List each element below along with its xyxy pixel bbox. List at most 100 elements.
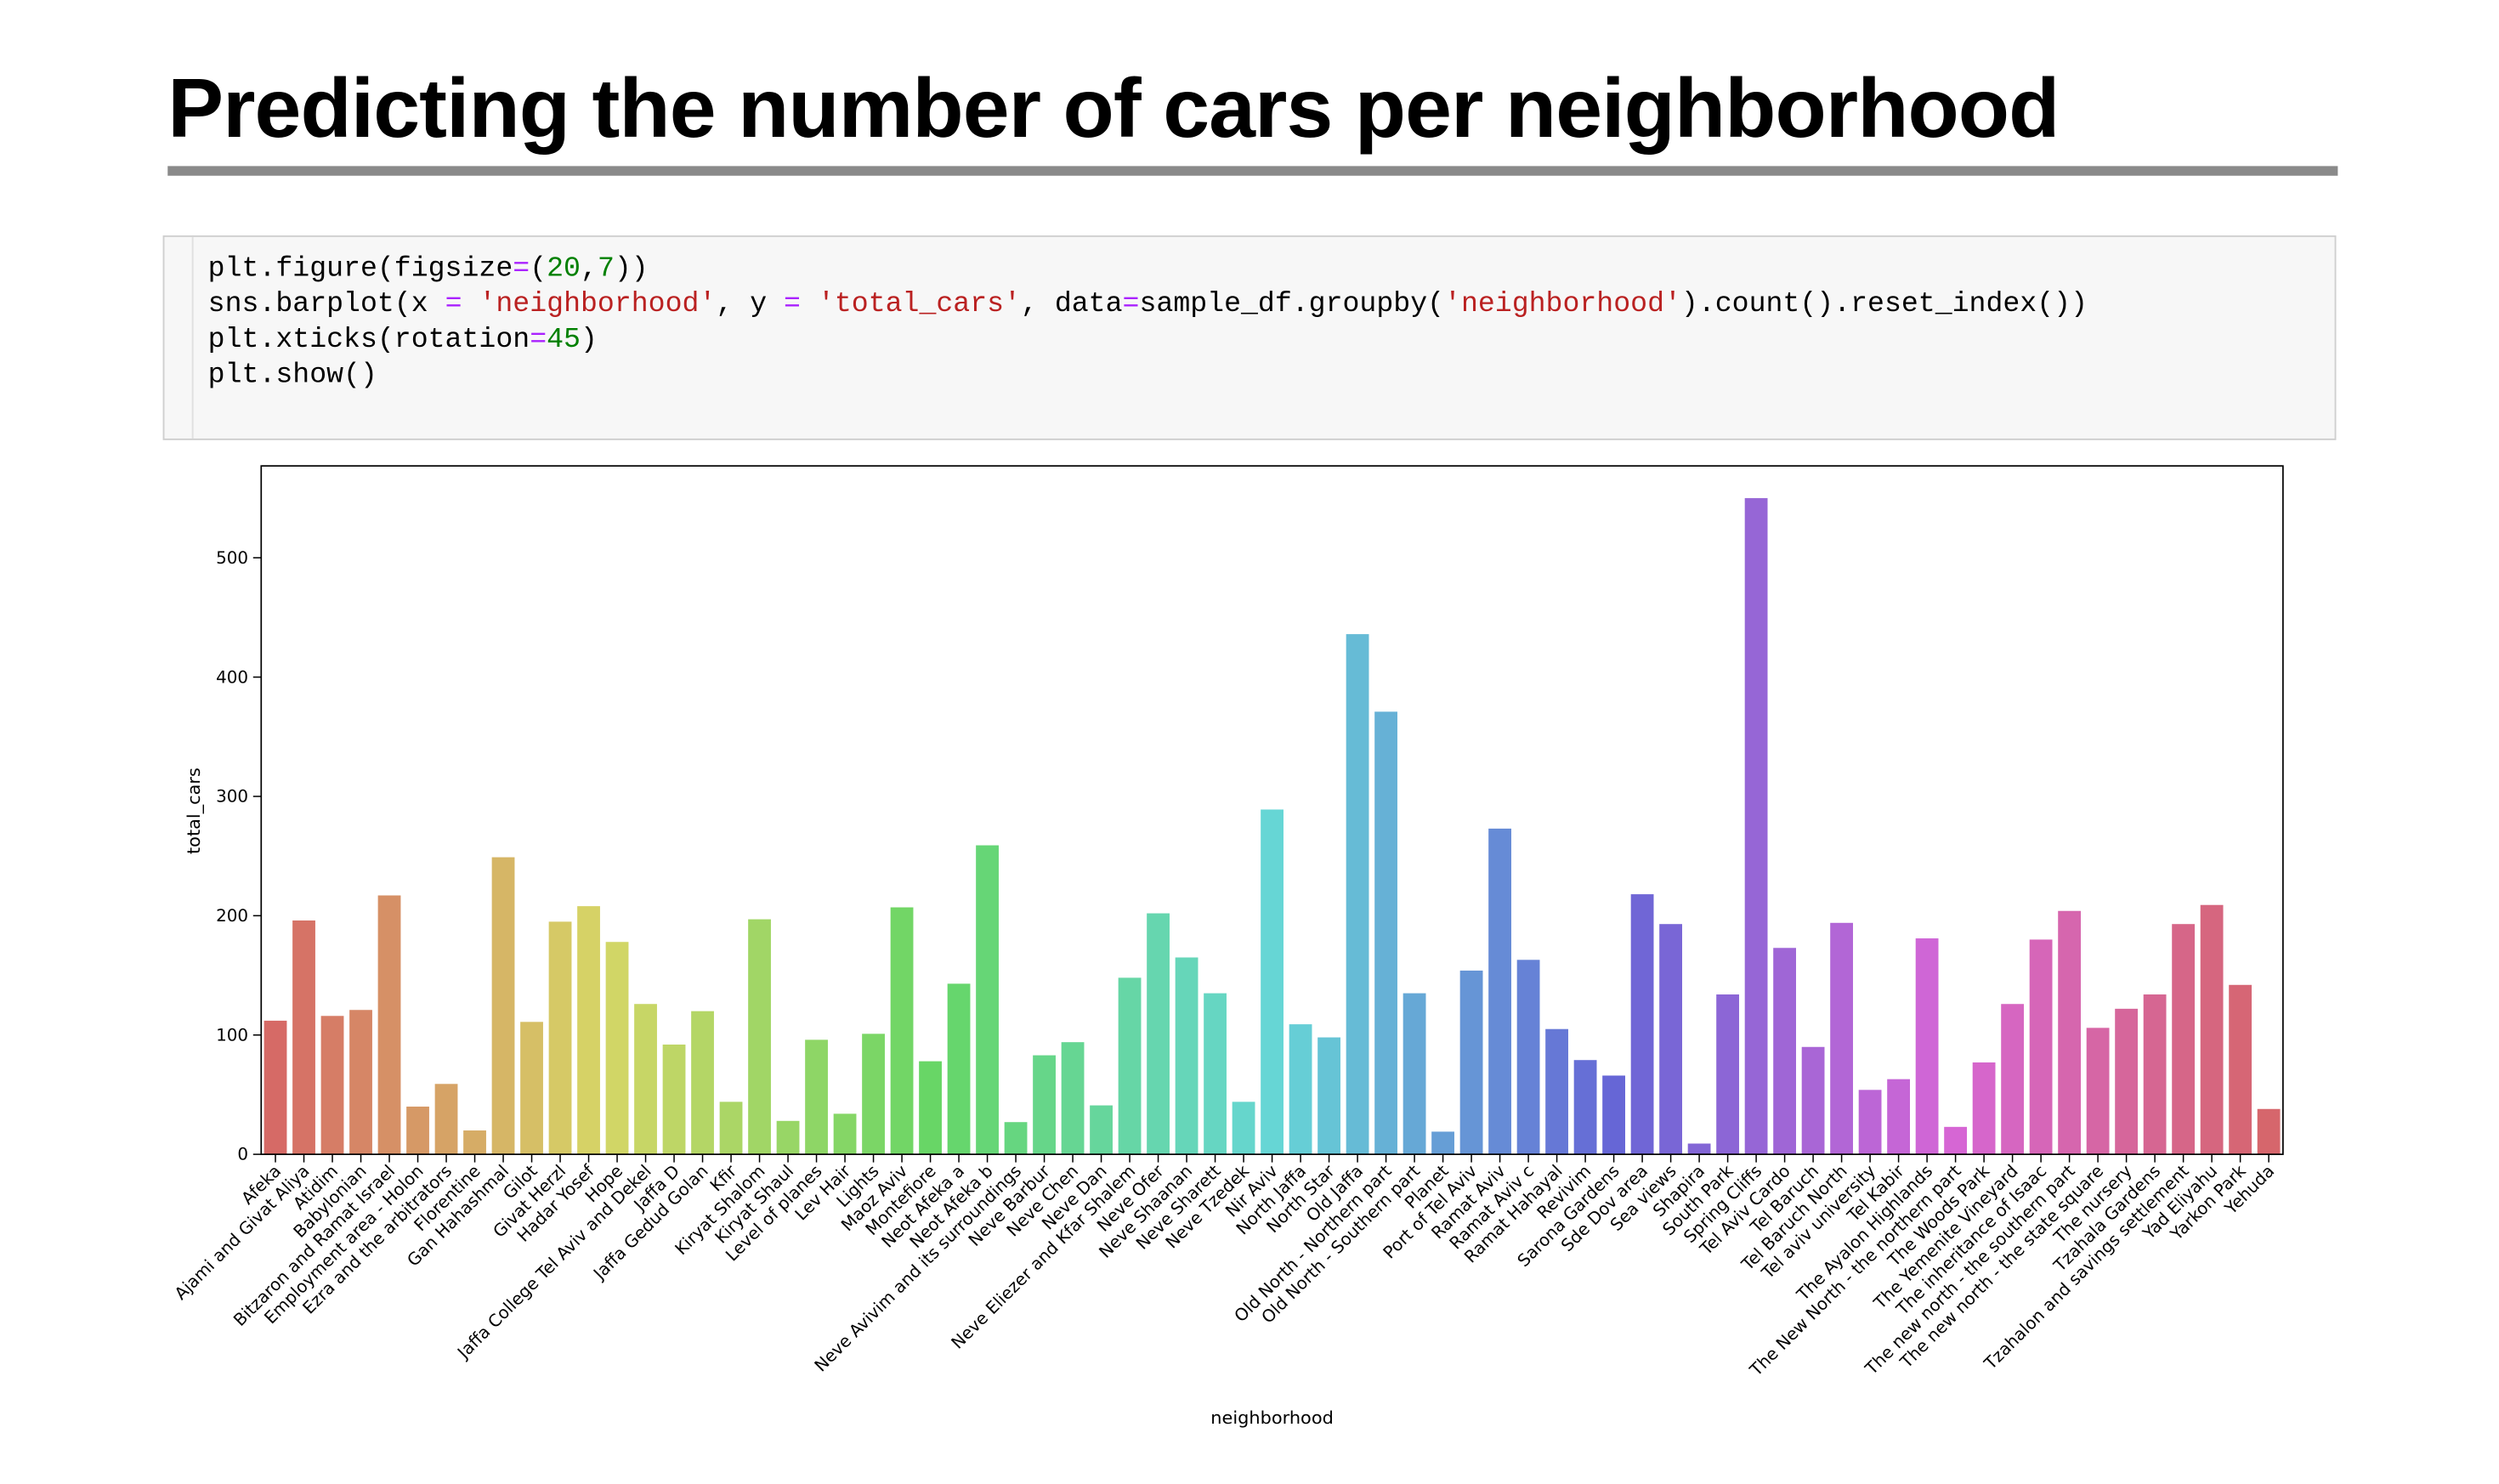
code-token: plt.figure(figsize — [207, 252, 513, 286]
bar — [605, 942, 629, 1155]
plot-frame — [260, 465, 2284, 1155]
bar — [1744, 498, 1768, 1155]
bar — [577, 906, 600, 1155]
code-token: = — [784, 288, 801, 321]
cell-gutter — [191, 236, 194, 439]
bar — [833, 1113, 857, 1155]
bar — [748, 919, 771, 1155]
bar — [548, 921, 572, 1155]
bar — [1261, 809, 1284, 1155]
code-token: plt.show() — [207, 359, 377, 392]
bar — [292, 920, 315, 1155]
bar — [1289, 1024, 1312, 1155]
y-tick-label: 500 — [216, 548, 248, 568]
bar — [1118, 977, 1142, 1155]
bar — [2257, 1108, 2281, 1155]
bar — [2172, 924, 2196, 1155]
code-token: = — [513, 252, 530, 286]
code: plt.figure(figsize=(20,7)) sns.barplot(x … — [208, 252, 2088, 394]
code-line: sns.barplot(x = 'neighborhood', y = 'tot… — [208, 287, 2088, 323]
y-tick-label: 200 — [216, 906, 248, 926]
code-line: plt.figure(figsize=(20,7)) — [208, 252, 2088, 287]
bar — [1659, 924, 1682, 1155]
code-line: plt.show() — [208, 358, 2088, 394]
code-token: )) — [614, 252, 649, 286]
bar — [377, 895, 401, 1155]
y-tick-label: 100 — [216, 1025, 248, 1045]
bar — [2029, 939, 2053, 1155]
bar — [2058, 910, 2082, 1155]
bar — [805, 1039, 828, 1155]
bar — [691, 1011, 714, 1155]
code-cell: plt.figure(figsize=(20,7)) sns.barplot(x … — [162, 235, 2337, 440]
bar — [491, 857, 515, 1155]
bar — [1232, 1102, 1255, 1155]
code-token: = — [1122, 288, 1140, 321]
bar — [662, 1044, 686, 1155]
bar — [919, 1061, 942, 1155]
code-token: 20 — [547, 252, 581, 286]
bar — [1204, 993, 1227, 1155]
code-line: plt.xticks(rotation=45) — [208, 322, 2088, 358]
bar — [1033, 1055, 1056, 1155]
bar — [1915, 938, 1939, 1155]
code-token: , — [580, 252, 598, 286]
bar — [1004, 1122, 1028, 1155]
code-token: 45 — [547, 324, 581, 357]
y-tick-label: 0 — [237, 1145, 248, 1164]
bar — [1175, 957, 1198, 1155]
y-axis-label: total_cars — [184, 767, 205, 854]
bar — [463, 1130, 486, 1155]
code-token: ( — [530, 252, 547, 286]
bar — [1972, 1062, 1996, 1155]
code-token: ).count().reset_index()) — [1680, 288, 2088, 321]
bar — [434, 1084, 458, 1155]
code-token: plt.xticks(rotation — [207, 324, 530, 357]
bar — [1488, 828, 1511, 1155]
bar — [1573, 1060, 1597, 1155]
bar — [890, 907, 914, 1155]
bar — [1944, 1126, 1968, 1155]
bar — [1516, 960, 1540, 1155]
bar — [264, 1020, 287, 1155]
bar — [1602, 1075, 1625, 1155]
y-tick-label: 400 — [216, 667, 248, 687]
bar — [349, 1010, 372, 1155]
code-token: sns.barplot(x — [207, 288, 445, 321]
bar — [2229, 984, 2252, 1155]
bar — [1431, 1131, 1454, 1155]
bar — [520, 1022, 543, 1155]
bar — [1318, 1037, 1340, 1155]
code-token: 7 — [597, 252, 615, 286]
bar — [1346, 634, 1369, 1155]
x-axis-label: neighborhood — [1210, 1408, 1334, 1428]
code-token: 'neighborhood' — [479, 288, 717, 321]
bar — [1090, 1105, 1113, 1155]
bar — [947, 983, 971, 1155]
bar — [2086, 1028, 2110, 1155]
code-token: = — [445, 288, 462, 321]
y-tick-label: 300 — [216, 787, 248, 807]
code-token: 'total_cars' — [817, 288, 1022, 321]
bar — [1545, 1028, 1568, 1155]
bar — [2001, 1004, 2025, 1155]
bar — [1801, 1046, 1825, 1155]
title-rule — [167, 166, 2338, 176]
bar — [406, 1106, 429, 1155]
bar — [1147, 913, 1170, 1155]
code-token: = — [530, 324, 547, 357]
code-token: , data — [1021, 288, 1123, 321]
bar — [1459, 970, 1483, 1155]
bar — [1061, 1042, 1085, 1155]
bar — [1830, 922, 1854, 1155]
bar — [1887, 1079, 1911, 1155]
code-token: ) — [580, 324, 598, 357]
slide-title: Predicting the number of cars per neighb… — [167, 62, 2060, 156]
bar — [976, 845, 999, 1155]
bar — [2143, 994, 2167, 1155]
code-token: 'neighborhood' — [1444, 288, 1681, 321]
bar — [2115, 1008, 2139, 1155]
